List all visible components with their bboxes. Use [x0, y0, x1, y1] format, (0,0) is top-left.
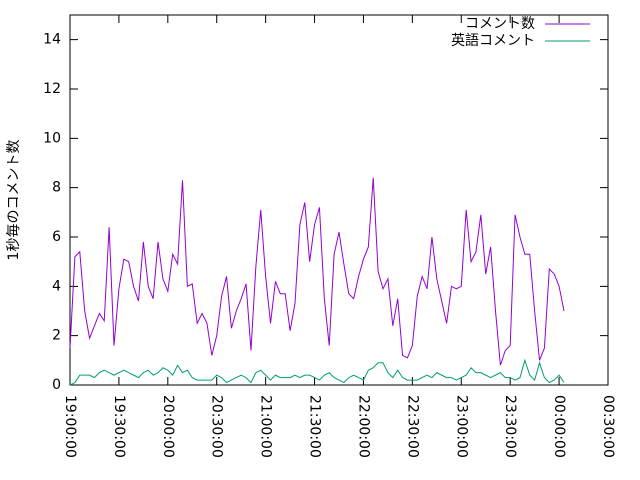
x-tick-label: 20:00:00: [160, 395, 176, 458]
legend-label: 英語コメント: [451, 32, 535, 49]
plot-border: [69, 14, 609, 386]
legend-label: コメント数: [465, 16, 535, 32]
series-line: [69, 358, 565, 386]
y-tick-label: 4: [52, 278, 61, 294]
x-tick-label: 23:30:00: [502, 395, 518, 458]
x-tick-label: 20:30:00: [209, 395, 225, 458]
x-tick-label: 23:00:00: [453, 395, 469, 458]
x-tick-label: 21:30:00: [307, 395, 323, 458]
y-axis-label: 1秒毎のコメント数: [6, 140, 22, 261]
x-tick-label: 19:00:00: [62, 395, 78, 458]
x-tick-label: 00:30:00: [600, 395, 616, 458]
y-tick-label: 14: [43, 32, 61, 48]
y-tick-label: 0: [52, 377, 61, 393]
y-tick-label: 12: [43, 81, 61, 97]
x-tick-label: 00:00:00: [551, 395, 567, 458]
x-tick-label: 22:30:00: [404, 395, 420, 458]
y-tick-label: 2: [52, 328, 61, 344]
y-tick-label: 8: [52, 180, 61, 196]
x-tick-label: 22:00:00: [355, 395, 371, 458]
y-tick-label: 10: [43, 130, 61, 146]
series-line: [69, 177, 565, 366]
y-tick-label: 6: [52, 229, 61, 245]
x-tick-label: 21:00:00: [258, 395, 274, 458]
x-tick-label: 19:30:00: [111, 395, 127, 458]
